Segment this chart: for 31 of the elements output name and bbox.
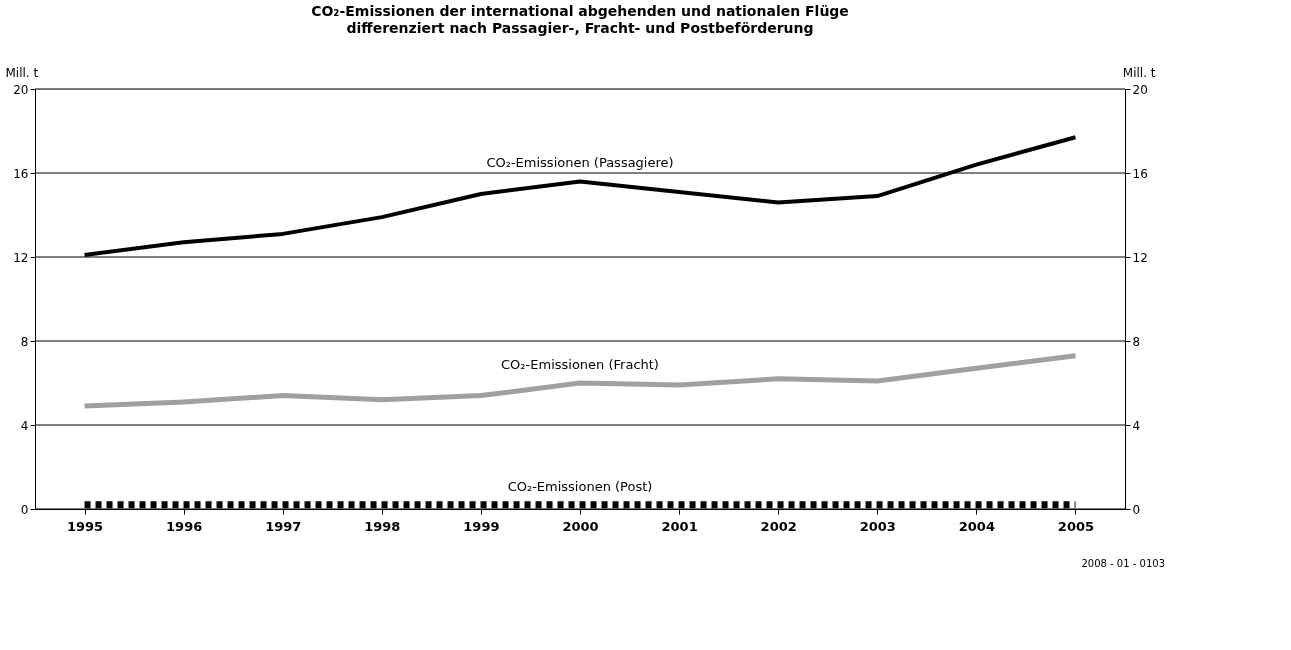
y2-tick-label: 12 bbox=[1132, 250, 1148, 265]
y2-tick-label: 16 bbox=[1132, 166, 1148, 181]
x-tick-label: 1996 bbox=[166, 518, 203, 534]
x-tick-label: 1995 bbox=[66, 518, 104, 534]
chart-title: CO₂-Emissionen der international abgehenden und nationalen Flüge bbox=[311, 3, 849, 19]
x-tick-label: 1997 bbox=[265, 518, 302, 534]
y2-tick-label: 4 bbox=[1132, 418, 1141, 433]
y-tick-label: 20 bbox=[13, 82, 29, 97]
y2-tick-label: 8 bbox=[1132, 334, 1141, 349]
y-tick-label: 0 bbox=[20, 502, 29, 517]
y2-tick-label: 20 bbox=[1132, 82, 1148, 97]
y-tick-label: 16 bbox=[13, 166, 29, 181]
x-tick-label: 2000 bbox=[562, 518, 599, 534]
y-tick-label: 4 bbox=[20, 418, 29, 433]
x-tick-label: 1998 bbox=[364, 518, 401, 534]
x-tick-label: 2004 bbox=[958, 518, 995, 534]
y-axis-title: Mill. t bbox=[5, 65, 39, 80]
y2-axis-title: Mill. t bbox=[1122, 65, 1156, 80]
chart-subtitle: differenziert nach Passagier-, Fracht- und Postbeförderung bbox=[346, 20, 814, 36]
text: 2008 - 01 - 0103 bbox=[1081, 558, 1165, 569]
y-tick-label: 8 bbox=[20, 334, 29, 349]
series-label: CO₂-Emissionen (Passagiere) bbox=[486, 155, 674, 171]
series-label: CO₂-Emissionen (Fracht) bbox=[501, 357, 659, 372]
y2-tick-label: 0 bbox=[1132, 502, 1141, 517]
x-tick-label: 2003 bbox=[859, 518, 896, 534]
x-tick-label: 1999 bbox=[463, 518, 500, 534]
x-tick-label: 2005 bbox=[1057, 518, 1095, 534]
y-tick-label: 12 bbox=[13, 250, 29, 265]
series-label: CO₂-Emissionen (Post) bbox=[507, 478, 653, 494]
x-tick-label: 2001 bbox=[661, 518, 698, 534]
x-tick-label: 2002 bbox=[760, 518, 797, 534]
